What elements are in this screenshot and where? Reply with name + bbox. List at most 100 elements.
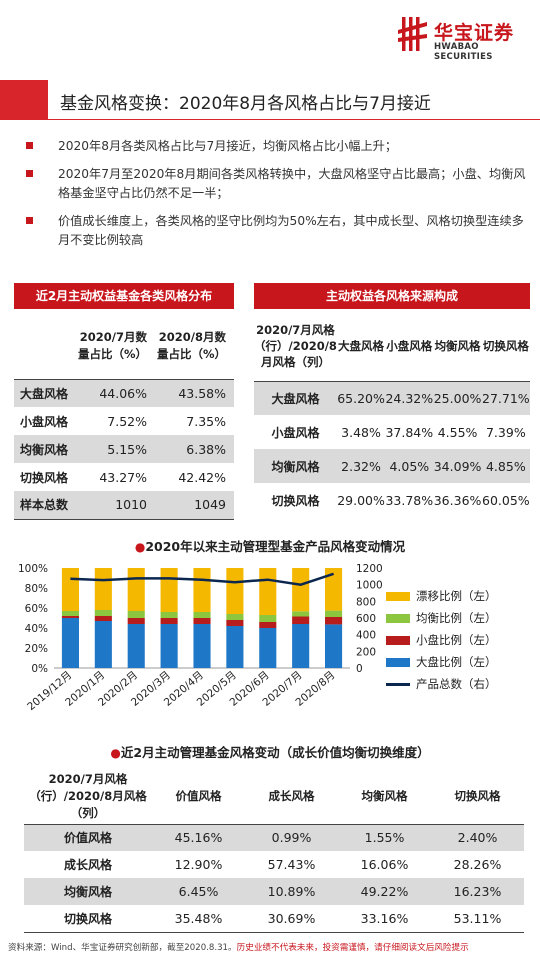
bar-segment [193,612,211,618]
table-row: 价值风格 45.16% 0.99% 1.55% 2.40% [24,824,524,851]
bar-segment [160,568,178,612]
bar-segment [226,568,244,614]
table-cell: 24.32% [385,390,434,406]
table-cell: 45.16% [174,830,223,846]
bullet-square-icon [26,142,33,149]
y-right-tick-label: 400 [356,630,376,642]
table-cell: 16.23% [453,884,502,899]
table-cell: 30.69% [267,910,316,926]
legend-label: 小盘比例（左） [416,633,497,647]
legend-label: 均衡比例（左） [416,611,497,625]
table3-title: ●近2月主动管理基金风格变动（成长价值均衡切换维度） [0,742,540,761]
chart-legend: 漂移比例（左） 均衡比例（左） 小盘比例（左） 大盘比例（左） 产品总数（右） [386,585,497,695]
brand-logo: 华宝证券 HWABAO SECURITIES [396,14,536,62]
table-header-cell: 均衡风格 [361,789,408,804]
table-header-cell: 大盘风格 [338,338,385,353]
legend-label: 产品总数（右） [416,677,497,691]
table3-title-text: 近2月主动管理基金风格变动（成长价值均衡切换维度） [120,745,430,760]
y-right-tick-label: 200 [356,646,376,658]
row-label: 小盘风格 [20,414,69,429]
table-row: 均衡风格 5.15% 6.38% [14,435,234,463]
table-cell: 49.22% [360,884,409,899]
row-label: 均衡风格 [271,459,320,474]
bar-segment [226,614,244,620]
bar-segment [259,615,277,622]
chart-title: ●2020年以来主动管理型基金产品风格变动情况 [0,536,540,555]
table-row: 切换风格 29.00% 33.78% 36.36% 60.05% [254,483,530,517]
table-row: 成长风格 12.90% 57.43% 16.06% 28.26% [24,851,524,878]
table-header-cell: 切换风格 [482,338,529,353]
table-header-row: 2020/7月数量占比（%） 2020/8月数量占比（%） [14,313,234,379]
table-cell: 29.00% [337,492,385,508]
table-cell: 36.36% [433,492,482,508]
table-header-cell: 2020/7月数量占比（%） [77,329,147,361]
table-row: 小盘风格 7.52% 7.35% [14,407,234,435]
table-header-cell: 成长风格 [268,789,315,804]
table-header-cell: 均衡风格 [434,338,481,353]
brand-mark-icon [398,17,427,51]
bar-segment [160,612,178,618]
bar-segment [325,568,343,611]
table-cell: 34.09% [433,458,482,474]
bar-segment [160,618,178,624]
bar-segment [259,628,277,668]
style-source-table: 2020/7月风格（行）/2020/8月风格（列） 大盘风格 小盘风格 均衡风格… [254,311,530,517]
y-left-tick-label: 20% [25,643,48,655]
row-label: 大盘风格 [271,391,320,406]
legend-line-swatch [386,683,410,686]
row-label: 均衡风格 [20,442,69,457]
table-cell: 25.00% [433,390,482,406]
bar-segment [127,624,145,668]
table-row: 样本总数 1010 1049 [14,491,234,519]
value-growth-style-table: 2020/7月风格（行）/2020/8月风格（列） 价值风格 成长风格 均衡风格… [24,770,524,933]
table-row: 均衡风格 2.32% 4.05% 34.09% 4.85% [254,449,530,483]
bar-segment [94,621,112,668]
y-right-tick-label: 1200 [356,563,383,575]
y-left-tick-label: 40% [25,623,48,635]
bullet-item: 2020年7月至2020年8月期间各类风格转换中，大盘风格坚守占比最高；小盘、均… [26,165,526,203]
brand-name-en: HWABAO SECURITIES [434,42,493,62]
table-header-cell: 切换风格 [454,789,501,804]
table-cell: 3.48% [341,424,381,440]
legend-label: 漂移比例（左） [416,589,497,603]
bar-segment [127,618,145,624]
legend-item: 均衡比例（左） [386,607,497,629]
legend-swatch [386,658,410,667]
bar-segment [94,610,112,616]
y-left-tick-label: 60% [25,603,48,615]
title-bar: 基金风格变换：2020年8月各风格占比与7月接近 [0,80,540,120]
footer-source: 资料来源：Wind、华宝证券研究创新部，截至2020.8.31。 [8,943,237,953]
table-row: 小盘风格 3.48% 37.84% 4.55% 7.39% [254,415,530,449]
y-right-tick-label: 800 [356,596,376,608]
table-row: 大盘风格 65.20% 24.32% 25.00% 27.71% [254,381,530,415]
bar-segment [61,568,79,611]
table-cell: 5.15% [107,441,147,457]
table-row: 大盘风格 44.06% 43.58% [14,379,234,407]
bullet-dot-icon: ● [134,540,146,554]
table-header-row: 2020/7月风格（行）/2020/8月风格（列） 大盘风格 小盘风格 均衡风格… [254,311,530,381]
legend-swatch [386,636,410,645]
table-cell: 7.35% [186,413,226,429]
row-label: 小盘风格 [271,425,320,440]
row-label: 样本总数 [20,498,69,513]
table-cell: 27.71% [482,390,530,406]
table-cell: 33.16% [360,910,409,926]
bar-segment [292,568,310,612]
bar-segment [325,610,343,617]
table-cell: 1049 [194,497,226,513]
bar-segment [94,616,112,621]
y-right-tick-label: 600 [356,613,376,625]
table-cell: 2.40% [457,830,498,846]
bar-segment [226,620,244,626]
table-cell: 37.84% [385,424,434,440]
table-cell: 57.43% [267,857,316,872]
legend-item: 产品总数（右） [386,673,497,695]
table-cell: 0.99% [271,830,312,846]
footer-warning: 历史业绩不代表未来，投资需谨慎，请仔细阅读文后风险提示 [236,943,469,953]
row-label: 切换风格 [271,493,320,508]
table-cell: 4.85% [485,458,526,474]
y-left-tick-label: 100% [18,563,48,575]
bar-segment [325,624,343,668]
table-cell: 35.48% [174,910,223,926]
footer-note: 资料来源：Wind、华宝证券研究创新部，截至2020.8.31。历史业绩不代表未… [8,941,469,953]
